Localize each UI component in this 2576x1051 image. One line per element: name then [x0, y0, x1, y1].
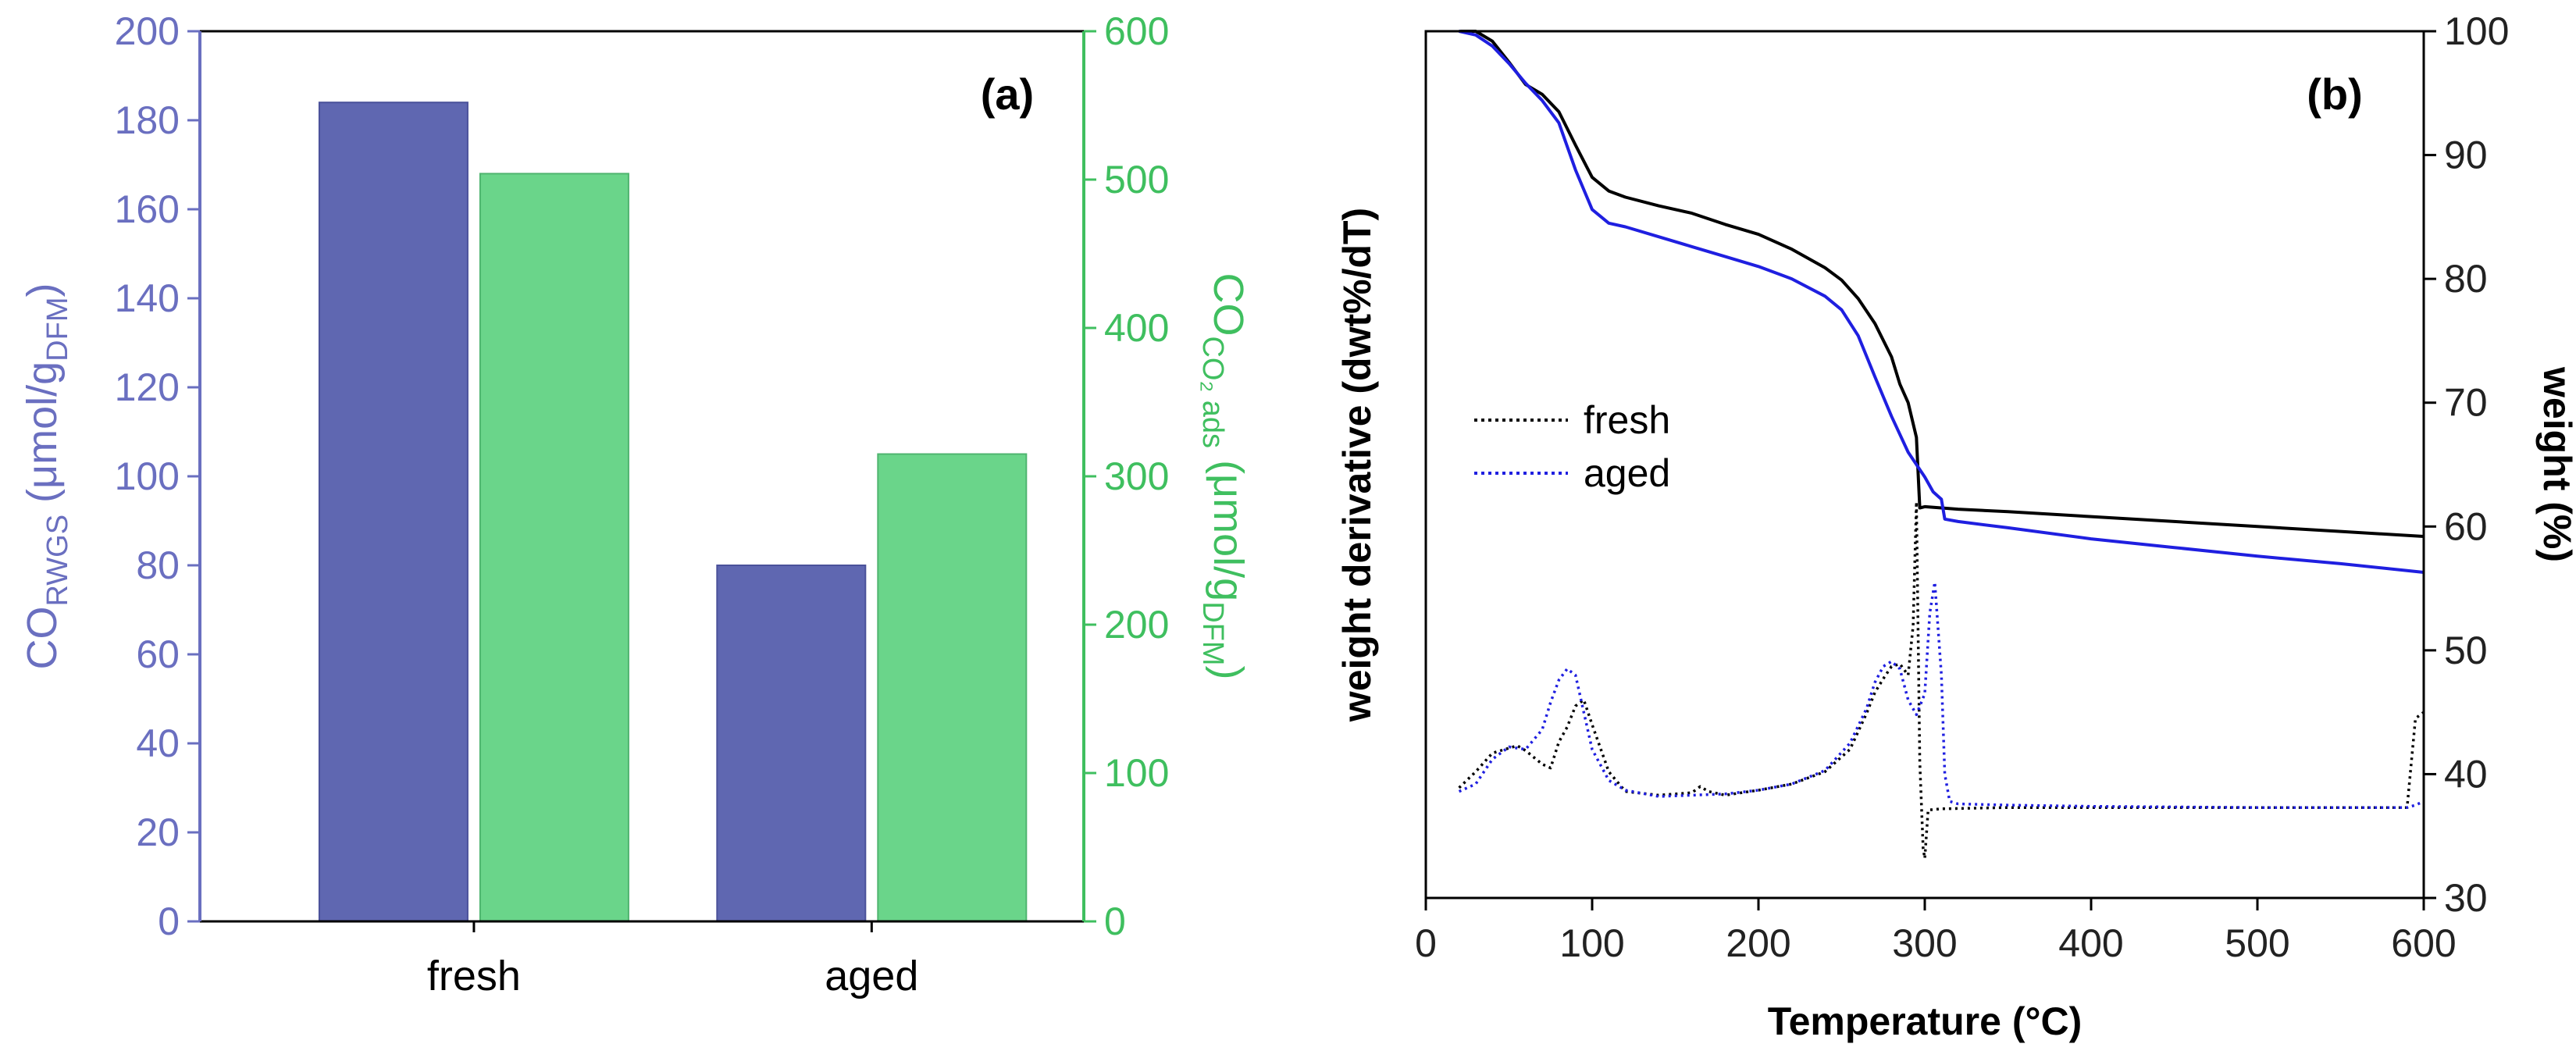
right-y-tick-label: 60	[2444, 504, 2488, 548]
right-y-tick-label: 90	[2444, 134, 2488, 177]
bar-aged-co-rwgs	[716, 565, 867, 922]
x-category-label: fresh	[427, 953, 521, 999]
x-tick-label: 300	[1892, 921, 1957, 965]
x-tick-label: 200	[1726, 921, 1790, 965]
panel-b-left-axis-title: weight derivative (dwt%/dT)	[1335, 208, 1379, 722]
right-y-tick-label: 200	[1104, 603, 1169, 647]
right-y-tick-label: 100	[1104, 751, 1169, 795]
right-y-tick-label: 50	[2444, 629, 2488, 672]
left-y-tick-label: 160	[115, 187, 180, 231]
x-tick-label: 0	[1415, 921, 1437, 965]
right-y-tick-label: 500	[1104, 158, 1169, 201]
right-y-tick-label: 40	[2444, 752, 2488, 796]
right-y-tick-label: 300	[1104, 454, 1169, 498]
left-y-tick-label: 120	[115, 365, 180, 409]
right-y-tick-label: 400	[1104, 306, 1169, 350]
left-y-tick-label: 100	[115, 454, 180, 498]
x-category-label: aged	[825, 953, 918, 999]
panel-b-right-axis-title: weight (%)	[2535, 366, 2576, 562]
left-y-tick-label: 20	[136, 811, 180, 854]
x-tick-label: 500	[2225, 921, 2289, 965]
series-fresh-derivative	[1458, 500, 2425, 860]
x-tick-label: 100	[1559, 921, 1624, 965]
x-tick-label: 400	[2058, 921, 2123, 965]
legend-label-aged: aged	[1584, 451, 1670, 495]
right-y-tick-label: 600	[1104, 9, 1169, 53]
right-y-tick-label: 30	[2444, 876, 2488, 920]
panel-a-left-axis-title: CORWGS (μmol/gDFM)	[19, 283, 74, 670]
bar-fresh-co-rwgs	[318, 102, 469, 923]
left-y-tick-label: 60	[136, 632, 180, 676]
series-aged-weight	[1459, 30, 2425, 574]
left-y-tick-label: 200	[115, 9, 180, 53]
panel-b-x-axis-title: Temperature (°C)	[1768, 999, 2082, 1043]
panel-a-ticks: fresh aged 0 20 40 60 80 100 120 140 160 180 200 0 100…	[115, 9, 1170, 999]
panel-a: fresh aged 0 20 40 60 80 100 120 140 160 180 200 0 100…	[19, 9, 1252, 999]
right-y-tick-label: 80	[2444, 257, 2488, 301]
legend-label-fresh: fresh	[1584, 398, 1670, 442]
series-aged-derivative	[1458, 580, 2425, 809]
left-y-tick-label: 0	[158, 900, 180, 943]
bar-fresh-co-co2-ads	[479, 173, 629, 922]
x-tick-label: 600	[2391, 921, 2456, 965]
left-y-tick-label: 140	[115, 276, 180, 320]
left-y-tick-label: 40	[136, 721, 180, 765]
right-y-tick-label: 70	[2444, 381, 2488, 425]
panel-b-legend: fresh aged	[1474, 398, 1670, 495]
panel-b-label: (b)	[2307, 69, 2363, 119]
right-y-tick-label: 0	[1104, 900, 1126, 943]
left-y-tick-label: 80	[136, 543, 180, 587]
panel-a-bars	[318, 102, 1028, 923]
series-fresh-weight	[1459, 30, 2425, 538]
bar-aged-co-co2-ads	[877, 453, 1028, 922]
panel-b-lines	[1458, 30, 2425, 860]
panel-a-label: (a)	[981, 69, 1034, 119]
right-y-tick-label: 100	[2444, 9, 2509, 53]
panel-b-plot-frame	[1424, 30, 2425, 900]
left-y-tick-label: 180	[115, 98, 180, 142]
panel-a-right-axis-title: COCO₂ ads (μmol/gDFM)	[1196, 273, 1252, 679]
